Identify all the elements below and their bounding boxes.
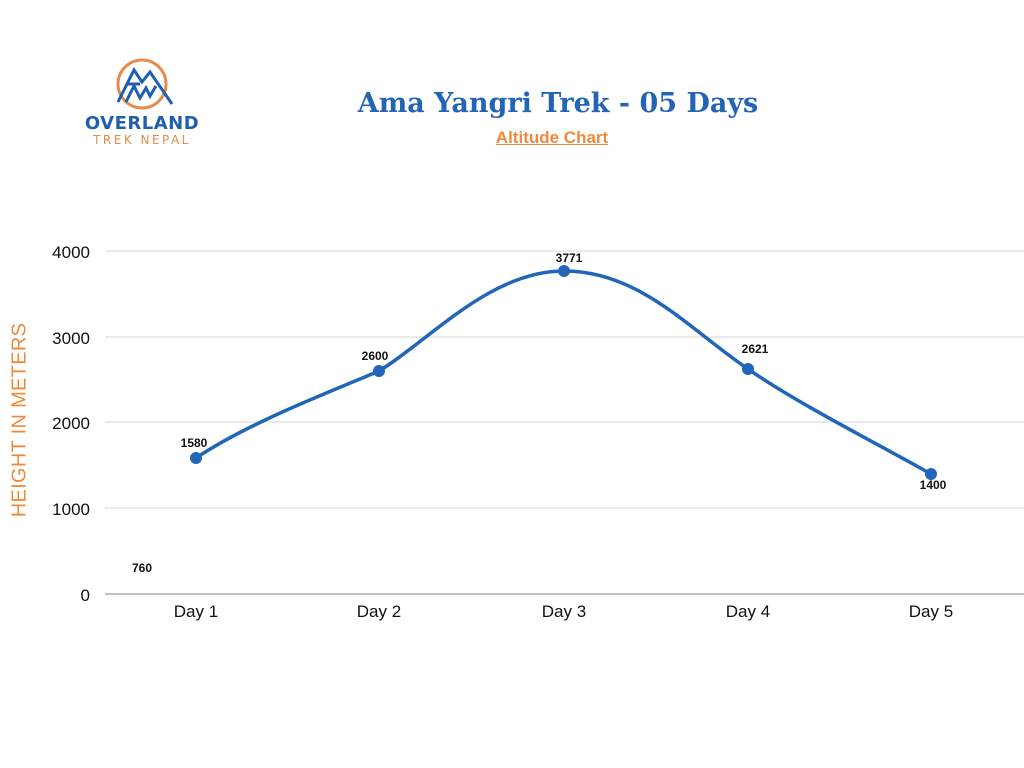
gridlines <box>105 250 1024 595</box>
data-label: 2600 <box>362 349 389 363</box>
y-tick: 3000 <box>52 329 90 348</box>
data-labels: 1580 2600 3771 2621 1400 760 <box>132 251 947 575</box>
y-tick: 0 <box>81 586 90 605</box>
x-tick: Day 3 <box>542 602 586 621</box>
x-tick: Day 4 <box>726 602 770 621</box>
chart-subtitle: Altitude Chart <box>495 128 609 147</box>
data-point <box>190 452 202 464</box>
data-label: 3771 <box>556 251 583 265</box>
x-tick: Day 5 <box>909 602 953 621</box>
data-point <box>925 468 937 480</box>
start-altitude-label: 760 <box>132 561 152 575</box>
y-tick: 4000 <box>52 243 90 262</box>
y-tick: 2000 <box>52 414 90 433</box>
mountain-logo-icon <box>116 58 174 110</box>
logo-tagline: TREK NEPAL <box>93 133 191 147</box>
x-tick: Day 1 <box>174 602 218 621</box>
y-tick: 1000 <box>52 500 90 519</box>
logo-wordmark: OVERLAND <box>84 113 200 134</box>
altitude-line <box>194 269 933 476</box>
company-logo: OVERLAND TREK NEPAL <box>76 56 208 152</box>
data-point <box>742 363 754 375</box>
data-points <box>190 265 937 480</box>
data-label: 1400 <box>920 478 947 492</box>
chart-title: Ama Yangri Trek - 05 Days <box>357 88 759 119</box>
y-axis-ticks: 4000 3000 2000 1000 0 <box>52 243 90 605</box>
data-point <box>558 265 570 277</box>
x-axis-ticks: Day 1 Day 2 Day 3 Day 4 Day 5 <box>174 602 953 621</box>
x-tick: Day 2 <box>357 602 401 621</box>
data-point <box>373 365 385 377</box>
data-label: 1580 <box>181 436 208 450</box>
data-label: 2621 <box>742 342 769 356</box>
